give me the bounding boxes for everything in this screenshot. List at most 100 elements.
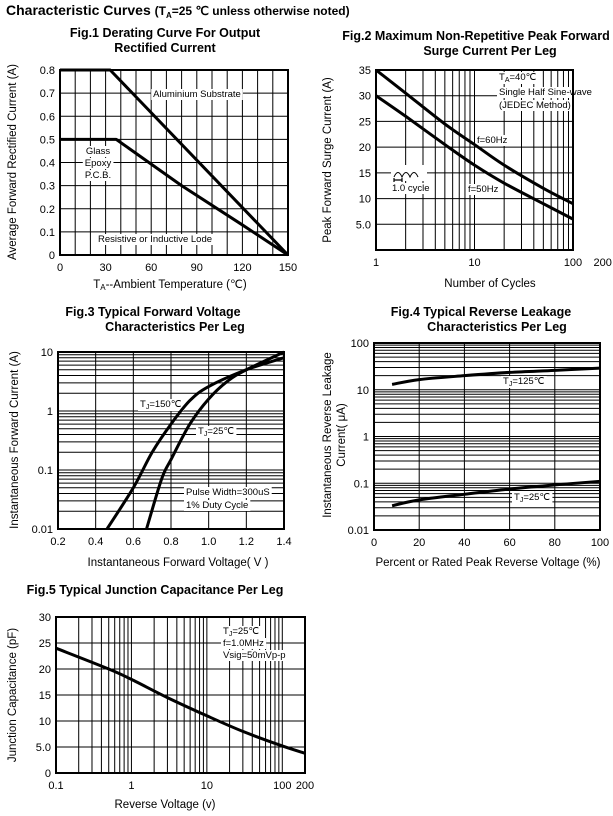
y-axis-label: Instantaneous Forward Current (A) [9, 351, 21, 529]
annotation-background [82, 158, 114, 169]
x-axis-label: Instantaneous Forward Voltage( V ) [88, 557, 269, 569]
x-tick-label: 10 [468, 257, 480, 269]
x-axis-label: Reverse Voltage (v) [115, 799, 216, 811]
annotation-label: f=50Hz [468, 184, 499, 195]
y-tick-label: 5.0 [356, 219, 371, 231]
annotation-label: TJ=150℃ [140, 399, 182, 411]
x-tick-label: 40 [458, 537, 470, 549]
x-tick-label: 120 [233, 262, 251, 274]
plot-frame [57, 351, 285, 530]
x-tick-label: 1.4 [276, 536, 291, 548]
annotation-background [466, 184, 501, 195]
annotation-label: Pulse Width=300uS [186, 487, 270, 498]
x-tick-label: 0 [57, 262, 63, 274]
grid [56, 617, 305, 773]
annotation-label: 1.0 cycle [392, 183, 430, 194]
plot-frame [59, 69, 289, 256]
series-line-1 [55, 646, 306, 755]
x-tick-label: 0.2 [50, 536, 65, 548]
annotation-label: TJ=125℃ [503, 376, 545, 388]
y-tick-label: 0.1 [38, 465, 53, 477]
x-tick-label: 0.8 [163, 536, 178, 548]
y-tick-label: 10 [41, 347, 53, 359]
x-tick-label: 0.6 [126, 536, 141, 548]
x-tick-label: 60 [503, 537, 515, 549]
series-line-1 [375, 68, 574, 206]
x-tick-label: 1 [373, 257, 379, 269]
annotation-background [184, 500, 251, 511]
plot-frame [375, 69, 574, 251]
annotation-label: f=60Hz [477, 135, 508, 146]
figure-title: Fig.2 Maximum Non-Repetitive Peak Forwar… [342, 29, 609, 43]
y-tick-label: 1 [47, 406, 53, 418]
plot-frame [373, 342, 601, 531]
figure-title: Characteristics Per Leg [105, 320, 245, 334]
annotation-background [390, 183, 432, 194]
y-tick-label: 20 [359, 142, 371, 154]
y-tick-label: 10 [359, 194, 371, 206]
y-axis-label: Peak Forward Surge Current (A) [322, 77, 334, 243]
y-tick-label: 0.8 [40, 65, 55, 77]
x-tick-label: 90 [191, 262, 203, 274]
annotation-label: P.C.B. [85, 170, 111, 181]
figure-1: Fig.1 Derating Curve For OutputRectified… [7, 26, 297, 292]
y-tick-label: 0.1 [40, 227, 55, 239]
annotation-background [497, 100, 573, 111]
figure-title: Fig.1 Derating Curve For Output [70, 26, 261, 40]
y-axis-label: Instantaneous Reverse Leakage [322, 352, 334, 518]
annotation-label: (JEDEC Method) [499, 100, 571, 111]
x-tick-label: 1.2 [239, 536, 254, 548]
y-tick-label: 0.5 [40, 134, 55, 146]
annotation-background [501, 376, 547, 388]
x-tick-label: 80 [549, 537, 561, 549]
x-tick-label: 0.4 [88, 536, 103, 548]
y-tick-label: 30 [359, 91, 371, 103]
annotation-label: f=1.0MHz [223, 638, 264, 649]
annotation-background [82, 170, 114, 181]
figure-title: Fig.3 Typical Forward Voltage [65, 305, 240, 319]
annotation-label: TJ=25℃ [198, 426, 234, 438]
figure-title: Fig.5 Typical Junction Capacitance Per L… [27, 583, 284, 597]
series-line-2 [145, 350, 285, 530]
x-tick-label: 100 [564, 257, 582, 269]
y-tick-label: 0.6 [40, 111, 55, 123]
annotation-background [196, 426, 237, 438]
y-tick-label: 15 [359, 168, 371, 180]
y-axis-label: Current( μA) [336, 403, 348, 467]
y-tick-label: 0 [45, 768, 51, 780]
annotation-label: TJ=25℃ [223, 626, 259, 638]
annotation-background [221, 650, 288, 661]
y-tick-label: 25 [359, 116, 371, 128]
annotation-label: Epoxy [85, 158, 112, 169]
figure-4: Fig.4 Typical Reverse LeakageCharacteris… [322, 305, 609, 569]
annotation-background [497, 87, 594, 98]
y-tick-label: 10 [39, 716, 51, 728]
x-tick-label: 200 [296, 780, 314, 792]
page-title: Characteristic Curves (TA=25 ℃ unless ot… [6, 2, 350, 20]
x-tick-label: 100 [591, 537, 609, 549]
x-tick-label: 150 [279, 262, 297, 274]
figure-2: Fig.2 Maximum Non-Repetitive Peak Forwar… [322, 29, 612, 290]
figure-title: Fig.4 Typical Reverse Leakage [391, 305, 571, 319]
plot-frame [55, 616, 306, 774]
y-tick-label: 5.0 [36, 742, 51, 754]
x-tick-label: 200 [593, 257, 611, 269]
annotation-label: Single Half Sine-wave [499, 87, 592, 98]
y-tick-label: 0 [49, 250, 55, 262]
x-tick-label: 0 [371, 537, 377, 549]
annotation-background [184, 487, 272, 498]
x-tick-label: 0.1 [48, 780, 63, 792]
y-axis-label: Average Forward Rectified Current (A) [7, 64, 19, 260]
y-tick-label: 0.4 [40, 158, 55, 170]
y-tick-label: 20 [39, 664, 51, 676]
annotation-label: Vsig=50mVp-p [223, 650, 286, 661]
y-axis-label: Junction Capacitance (pF) [7, 628, 19, 762]
x-tick-label: 10 [201, 780, 213, 792]
y-tick-label: 15 [39, 690, 51, 702]
sine-cycle-icon [391, 165, 427, 182]
y-tick-label: 30 [39, 612, 51, 624]
x-axis-label: Percent or Rated Peak Reverse Voltage (%… [375, 557, 600, 569]
annotation-background [151, 89, 243, 100]
annotation-label: Resistive or Inductive Lode [98, 234, 212, 245]
annotation-background [221, 626, 262, 638]
